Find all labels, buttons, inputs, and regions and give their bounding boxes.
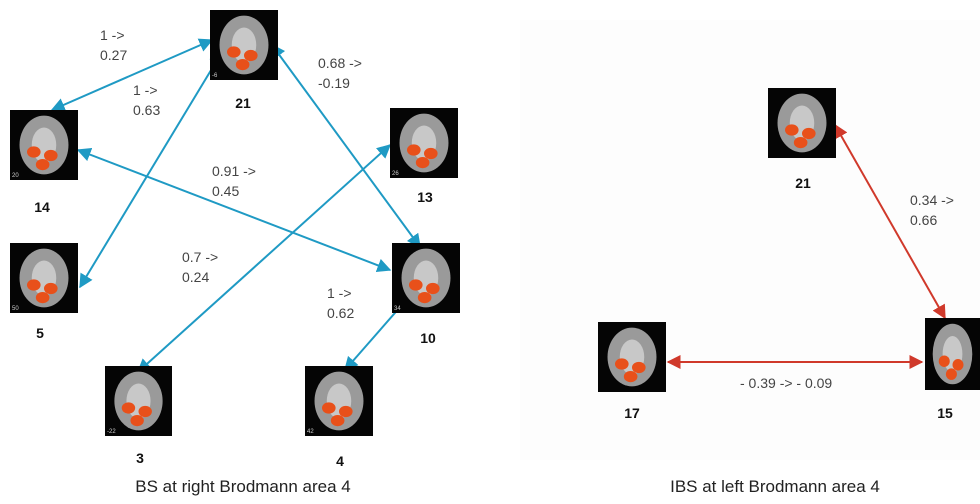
node-label: 17 <box>624 405 640 421</box>
node-label: 4 <box>336 453 344 469</box>
edge-label-line: 0.66 <box>910 212 937 228</box>
activation <box>36 159 50 170</box>
activation <box>236 59 250 70</box>
activation <box>122 402 135 413</box>
edge-label: 0.7 -> 0.24 <box>182 249 218 285</box>
connection-arrow <box>52 40 212 110</box>
activation <box>615 358 629 369</box>
edge-label: - 0.39 -> - 0.09 <box>740 375 832 391</box>
activation <box>409 279 423 290</box>
activation <box>139 406 152 417</box>
activation <box>953 359 964 371</box>
edge-label-line: 1 -> <box>133 82 158 98</box>
edge-label-line: 0.62 <box>327 305 354 321</box>
activation <box>322 402 336 413</box>
slice-number: 34 <box>394 306 401 312</box>
activation <box>339 406 353 417</box>
activation <box>416 157 430 168</box>
edge-label: 1 -> 0.62 <box>327 285 354 321</box>
activation <box>426 283 440 294</box>
edge-label: 1 -> 0.63 <box>133 82 160 118</box>
activation <box>946 368 957 380</box>
activation <box>424 148 438 159</box>
slice-number: 50 <box>12 306 19 312</box>
edge-label-line: 0.68 -> <box>318 55 362 71</box>
slice-number: 42 <box>307 429 314 435</box>
edge-label-line: 0.91 -> <box>212 163 256 179</box>
activation <box>227 46 241 57</box>
slice-number: 20 <box>12 173 19 179</box>
edge-label-line: 1 -> <box>327 285 352 301</box>
activation <box>794 137 808 148</box>
activation <box>27 146 41 157</box>
activation <box>27 279 41 290</box>
activation <box>130 415 143 426</box>
node-label: 3 <box>136 450 144 466</box>
activation <box>331 415 345 426</box>
node-label: 21 <box>235 95 251 111</box>
node-label: 15 <box>937 405 953 421</box>
activation <box>939 355 950 367</box>
edge-label-line: 1 -> <box>100 27 125 43</box>
edge-label: 0.91 -> 0.45 <box>212 163 256 199</box>
activation <box>785 124 799 135</box>
activation <box>632 362 646 373</box>
connection-arrow <box>138 145 390 372</box>
edge-label-line: 0.63 <box>133 102 160 118</box>
edge-label: 1 -> 0.27 <box>100 27 127 63</box>
activation <box>624 371 638 382</box>
panel-background <box>520 20 980 460</box>
panel: 1 ->0.271 ->0.630.68 ->-0.190.91 ->0.450… <box>10 10 460 496</box>
activation <box>802 128 816 139</box>
slice-number: 26 <box>392 171 399 177</box>
slice-number: -6 <box>212 73 218 79</box>
slice-number: -22 <box>107 429 116 435</box>
edge-label-line: 0.24 <box>182 269 209 285</box>
edge-label-line: 0.7 -> <box>182 249 218 265</box>
edge-label-line: 0.34 -> <box>910 192 954 208</box>
activation <box>44 283 58 294</box>
node-label: 14 <box>34 199 50 215</box>
caption: BS at right Brodmann area 4 <box>135 477 350 496</box>
node-label: 5 <box>36 325 44 341</box>
activation <box>244 50 258 61</box>
edge-label-line: 0.45 <box>212 183 239 199</box>
diagram: 1 ->0.271 ->0.630.68 ->-0.190.91 ->0.450… <box>0 0 980 504</box>
edge-label: 0.68 -> -0.19 <box>318 55 362 91</box>
edge-label-line: 0.27 <box>100 47 127 63</box>
node-label: 13 <box>417 189 433 205</box>
node-label: 21 <box>795 175 811 191</box>
node-label: 10 <box>420 330 436 346</box>
activation <box>36 292 50 303</box>
activation <box>418 292 432 303</box>
activation <box>44 150 58 161</box>
edge-label-line: -0.19 <box>318 75 350 91</box>
caption: IBS at left Brodmann area 4 <box>670 477 880 496</box>
edge-label-line: - 0.39 -> - 0.09 <box>740 375 832 391</box>
activation <box>407 144 421 155</box>
